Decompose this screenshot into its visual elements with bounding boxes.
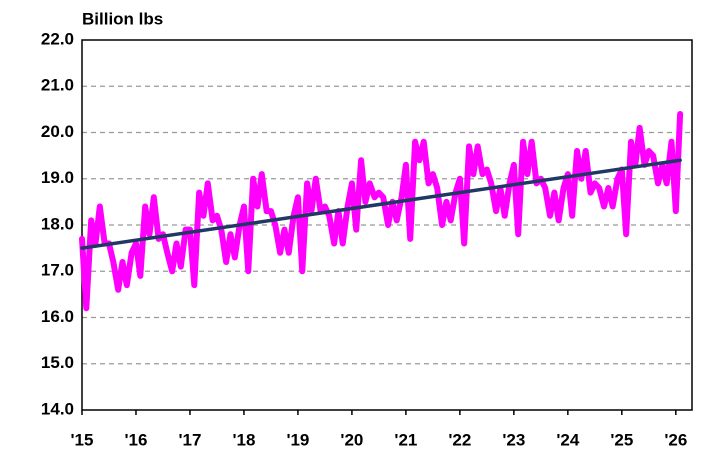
y-tick-label: 22.0: [41, 29, 74, 48]
x-tick-label: '26: [664, 430, 687, 449]
y-tick-label: 19.0: [41, 168, 74, 187]
y-tick-label: 14.0: [41, 399, 74, 418]
x-tick-label: '22: [448, 430, 471, 449]
y-tick-label: 18.0: [41, 214, 74, 233]
x-tick-label: '21: [394, 430, 417, 449]
chart-title: Billion lbs: [82, 9, 163, 28]
x-tick-label: '24: [556, 430, 579, 449]
data-line: [79, 111, 684, 312]
y-tick-label: 17.0: [41, 261, 74, 280]
y-tick-label: 21.0: [41, 76, 74, 95]
plot-frame: [81, 39, 693, 411]
y-tick-label: 15.0: [41, 353, 74, 372]
y-tick-label: 16.0: [41, 307, 74, 326]
x-tick-label: '16: [125, 430, 148, 449]
x-tick-label: '23: [502, 430, 525, 449]
x-tick-label: '18: [232, 430, 255, 449]
x-tick-label: '15: [71, 430, 94, 449]
x-tick-label: '20: [340, 430, 363, 449]
trend-line: [80, 158, 682, 250]
x-tick-label: '17: [178, 430, 201, 449]
x-tick-label: '25: [610, 430, 633, 449]
y-tick-label: 20.0: [41, 122, 74, 141]
x-tick-label: '19: [286, 430, 309, 449]
